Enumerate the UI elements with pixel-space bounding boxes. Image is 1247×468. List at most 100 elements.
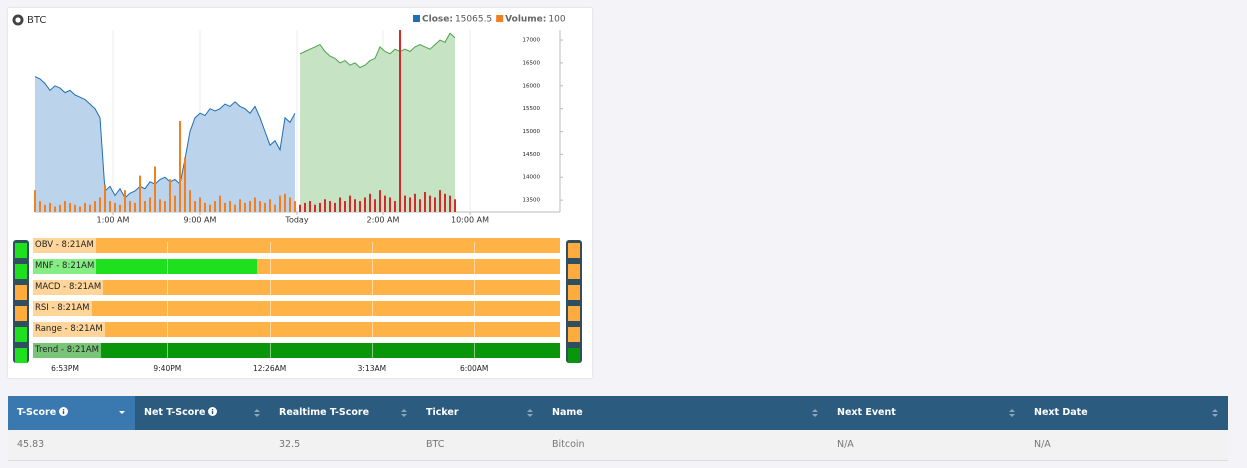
legend-value: 100 [548,15,565,25]
volume-bar [284,193,286,212]
indicator-segment [256,259,560,274]
indicator-label: Range - 8:21AM [33,322,105,337]
volume-bar [64,201,66,212]
column-header[interactable]: Ticker [417,396,543,430]
sort-icon[interactable] [401,409,407,417]
volume-bar [184,157,186,212]
volume-bar [439,190,441,212]
volume-bar [299,204,301,212]
info-icon[interactable] [208,407,218,416]
volume-bar [289,197,291,212]
y-tick-label: 13500 [523,198,541,204]
y-tick-label: 16000 [523,83,541,89]
status-square [15,348,27,363]
volume-bar [39,201,41,212]
volume-bar [449,195,451,212]
column-header[interactable]: T-Score [8,396,135,430]
volume-bar [409,197,411,212]
volume-bar [99,197,101,212]
status-square [568,306,580,321]
status-square [15,243,27,258]
volume-bar [309,201,311,212]
status-square [568,348,580,363]
indicator-segment [33,301,560,316]
sort-icon[interactable] [254,409,260,417]
table-header: T-Score Net T-Score Realtime T-Score Ticker… [8,396,1228,430]
table-cell: N/A [837,439,854,450]
volume-bar [389,197,391,212]
sort-icon[interactable] [1009,409,1015,417]
legend-swatch [413,15,420,22]
volume-bar [84,202,86,212]
column-header[interactable]: Realtime T-Score [270,396,417,430]
column-header[interactable]: Net T-Score [135,396,270,430]
info-icon[interactable] [59,407,69,416]
volume-bar [264,202,266,212]
volume-bar [344,201,346,212]
volume-bar [59,204,61,212]
volume-bar [349,195,351,212]
timeline-label: 3:13AM [357,364,387,373]
volume-bar [279,195,281,212]
volume-bar [149,197,151,212]
status-square [15,306,27,321]
volume-bar [174,195,176,212]
volume-bar [189,190,191,212]
sort-icon[interactable] [119,409,125,417]
volume-bar [89,204,91,212]
indicator-label: Trend - 8:21AM [33,343,101,358]
sort-icon[interactable] [1212,409,1218,417]
volume-bar [49,202,51,212]
column-header[interactable]: Name [543,396,828,430]
status-square [15,285,27,300]
chart-card: BTC 13500 14000 14500 15000 15500 16000 16500 1… [8,8,592,378]
data-table: T-Score Net T-Score Realtime T-Score Ticker… [8,396,1228,461]
header-text: Next Date [1034,407,1088,418]
y-tick-label: 14000 [523,175,541,181]
volume-bar [254,197,256,212]
volume-bar [399,30,401,212]
volume-bar [199,197,201,212]
volume-bar [164,201,166,212]
volume-bar [194,201,196,212]
table-cell [135,430,270,460]
volume-bar [269,199,271,212]
column-header[interactable]: Next Date [1025,396,1228,430]
status-square [15,264,27,279]
sort-icon[interactable] [812,409,818,417]
y-tick-label: 15000 [523,129,541,135]
volume-bar [314,204,316,212]
volume-bar [444,193,446,212]
indicator-bar: RSI - 8:21AM [33,301,560,316]
indicator-label: MNF - 8:21AM [33,259,97,274]
column-header[interactable]: Next Event [828,396,1025,430]
sort-icon[interactable] [527,409,533,417]
y-tick-label: 17000 [523,38,541,44]
volume-bar [209,204,211,212]
volume-bar [214,201,216,212]
status-column [566,240,582,363]
grid-line [167,242,169,363]
volume-bar [294,201,296,212]
volume-bar [224,202,226,212]
timeline-label: 6:00AM [459,364,489,373]
volume-bar [414,193,416,212]
table-cell: 32.5 [279,439,301,450]
volume-bar [154,166,156,212]
volume-bar [394,201,396,212]
indicator-bar: Trend - 8:21AM [33,343,560,358]
volume-bar [159,199,161,212]
status-square [568,285,580,300]
chart-title: BTC [27,15,46,26]
indicator-segment [33,280,560,295]
indicator-bar: MNF - 8:21AM [33,259,560,274]
volume-bar [94,201,96,212]
status-column [13,240,29,363]
indicator-label: OBV - 8:21AM [33,238,96,253]
volume-bar [404,195,406,212]
indicator-segment [33,343,560,358]
header-text: Net T-Score [144,407,206,418]
volume-bar [74,204,76,212]
price-line [34,76,296,199]
